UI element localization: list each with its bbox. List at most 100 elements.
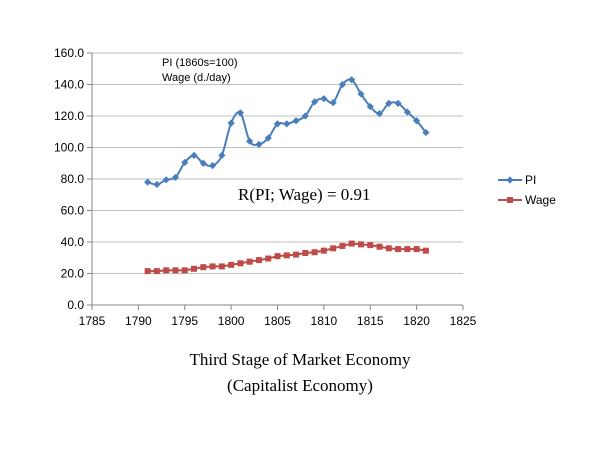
data-point-wage	[209, 263, 216, 270]
data-point-wage	[348, 240, 355, 247]
y-tick-label: 100.0	[54, 141, 84, 155]
data-point-wage	[255, 257, 262, 264]
data-point-pi	[255, 140, 263, 148]
data-point-wage	[404, 246, 411, 253]
data-point-pi	[320, 95, 328, 103]
data-point-pi	[348, 76, 356, 84]
data-point-pi	[181, 158, 189, 167]
y-tick-label: 140.0	[54, 78, 84, 92]
data-point-pi	[283, 120, 291, 128]
legend-label-pi: PI	[525, 173, 536, 187]
data-point-wage	[339, 242, 346, 249]
data-point-pi	[227, 119, 235, 127]
y-tick-label: 60.0	[61, 204, 85, 218]
data-point-pi	[246, 137, 254, 145]
correlation-annotation: R(PI; Wage) = 0.91	[238, 185, 371, 204]
y-tick-label: 80.0	[61, 172, 85, 186]
data-point-pi	[394, 99, 402, 107]
caption-title: Third Stage of Market Economy	[189, 350, 411, 369]
data-point-wage	[237, 260, 244, 267]
data-point-pi	[403, 108, 411, 116]
data-point-wage	[330, 245, 337, 252]
data-point-wage	[200, 264, 207, 271]
data-point-wage	[293, 251, 300, 258]
data-point-pi	[329, 99, 337, 107]
data-point-wage	[376, 243, 383, 250]
data-point-wage	[265, 255, 272, 262]
legend-item-pi: PI	[498, 173, 536, 187]
data-point-wage	[163, 267, 170, 274]
data-point-wage	[218, 263, 225, 270]
data-point-pi	[199, 159, 207, 167]
legend-marker-pi	[506, 176, 514, 184]
series-wage	[144, 240, 429, 275]
data-point-wage	[246, 258, 253, 265]
x-tick-label: 1790	[125, 314, 152, 328]
y-tick-label: 160.0	[54, 46, 84, 60]
legend-item-wage: Wage	[498, 193, 556, 207]
data-point-pi	[338, 80, 347, 89]
data-point-pi	[413, 117, 421, 125]
data-point-pi	[162, 176, 170, 184]
data-point-pi	[190, 151, 198, 159]
x-tick-label: 1785	[79, 314, 106, 328]
x-tick-label: 1805	[264, 314, 291, 328]
y-tick-label: 120.0	[54, 109, 84, 123]
data-point-pi	[171, 173, 180, 182]
data-point-wage	[302, 250, 309, 257]
data-point-pi	[218, 151, 226, 159]
axes	[87, 52, 464, 310]
data-point-pi	[236, 109, 244, 117]
x-tick-labels: 1785 1790 1795 1800 1805 1810 1815 1820 1825	[79, 314, 477, 328]
data-point-wage	[385, 245, 392, 252]
gridlines	[92, 52, 463, 274]
data-point-wage	[367, 242, 374, 249]
data-point-pi	[357, 90, 365, 98]
units-note-wage: Wage (d./day)	[162, 72, 231, 84]
data-point-wage	[395, 246, 402, 253]
data-point-pi	[292, 117, 300, 125]
data-point-wage	[311, 249, 318, 256]
y-tick-label: 40.0	[61, 235, 85, 249]
data-point-wage	[172, 267, 179, 274]
data-point-wage	[283, 252, 290, 259]
data-point-pi	[153, 180, 161, 189]
series-line-pi	[147, 78, 427, 186]
x-tick-label: 1810	[311, 314, 338, 328]
data-point-wage	[144, 268, 151, 275]
data-point-pi	[301, 112, 309, 120]
x-tick-label: 1815	[357, 314, 384, 328]
data-point-wage	[413, 246, 420, 253]
data-point-pi	[366, 102, 374, 111]
legend: PI Wage	[498, 173, 556, 207]
data-point-wage	[422, 247, 429, 254]
data-point-wage	[357, 241, 364, 248]
data-point-pi	[311, 98, 319, 106]
data-point-wage	[228, 261, 235, 268]
y-tick-label: 20.0	[61, 267, 85, 281]
data-point-pi	[208, 162, 217, 170]
units-note-pi: PI (1860s=100)	[162, 57, 238, 69]
series-layer	[144, 76, 430, 275]
data-point-pi	[144, 178, 152, 186]
caption-subtitle: (Capitalist Economy)	[227, 376, 373, 395]
data-point-pi	[375, 110, 384, 118]
y-tick-label: 0.0	[67, 298, 84, 312]
y-tick-labels: 0.0 20.0 40.0 60.0 80.0 100.0 120.0 140.0 160.0	[54, 46, 84, 312]
x-tick-label: 1825	[450, 314, 477, 328]
data-point-pi	[385, 99, 393, 107]
data-point-pi	[264, 134, 272, 142]
data-point-wage	[274, 253, 281, 260]
series-pi	[144, 76, 430, 189]
data-point-wage	[191, 265, 198, 272]
data-point-wage	[320, 247, 327, 254]
data-point-wage	[153, 268, 160, 275]
legend-label-wage: Wage	[525, 193, 556, 207]
x-tick-label: 1795	[171, 314, 198, 328]
data-point-pi	[422, 128, 430, 137]
x-tick-label: 1800	[218, 314, 245, 328]
x-tick-label: 1820	[403, 314, 430, 328]
data-point-wage	[181, 267, 188, 274]
legend-marker-wage	[507, 197, 513, 203]
